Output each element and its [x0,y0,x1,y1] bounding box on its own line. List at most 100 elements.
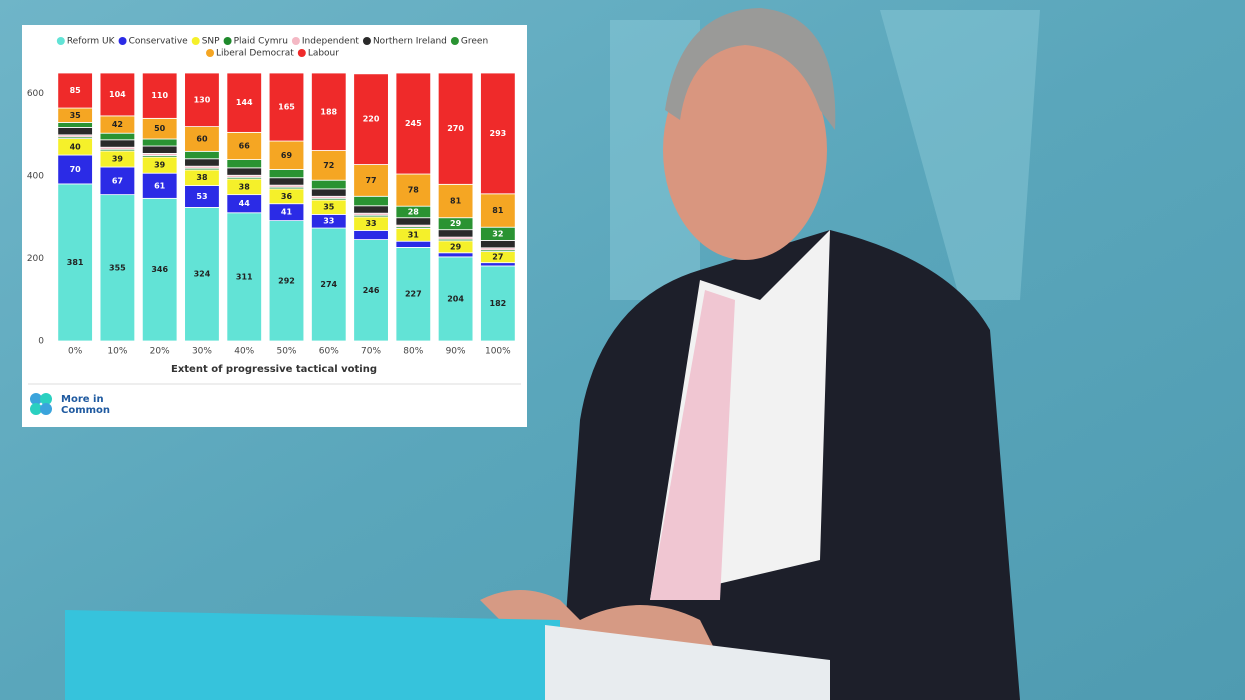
data-label: 35 [323,203,335,212]
data-label: 188 [320,107,337,116]
data-label: 81 [450,197,462,206]
logo-petal [40,403,52,415]
legend-label: Labour [308,49,339,59]
bar-segment [268,220,305,342]
legend-swatch [450,37,459,45]
data-label: 33 [365,219,376,228]
data-label: 245 [405,119,422,128]
data-label: 346 [151,265,168,274]
bar-segment [480,262,516,267]
legend-label: Plaid Cymru [234,37,288,47]
x-axis-title: Extent of progressive tactical voting [171,364,377,375]
chart: Extent of progressive tactical voting Mo… [22,25,527,427]
bar-segment [311,188,347,197]
x-tick-label: 70% [361,347,381,357]
bar-segment [226,212,262,342]
data-label: 39 [154,161,166,170]
head [663,40,827,260]
logo [30,393,52,415]
data-label: 144 [236,98,253,107]
bar-segment [268,169,305,179]
bar-segment [226,131,262,160]
data-label: 182 [490,299,507,308]
data-label: 270 [447,124,464,133]
x-tick-label: 100% [485,347,511,357]
data-label: 60 [196,134,208,143]
bar-segment [141,145,178,154]
bar-segment [184,158,220,167]
legend-label: Northern Ireland [373,37,447,47]
data-label: 61 [154,181,166,190]
data-label: 53 [196,192,207,201]
data-label: 204 [447,294,464,303]
bar-segment [268,177,305,186]
bar-segment [353,230,389,240]
data-label: 81 [492,206,504,215]
data-label: 274 [320,280,337,289]
x-tick-label: 80% [403,347,423,357]
data-label: 72 [323,161,334,170]
bar-segment [437,252,474,258]
y-tick-label: 200 [27,254,44,264]
x-tick-label: 10% [107,347,127,357]
bar-segment [226,167,262,176]
data-label: 355 [109,263,126,272]
legend-swatch [118,37,127,45]
bar-segment [311,150,347,181]
legend-swatch [206,49,215,57]
data-label: 110 [151,91,168,100]
data-label: 246 [363,286,380,295]
data-label: 165 [278,103,295,112]
x-tick-label: 30% [192,347,212,357]
backdrop-letters [610,10,1040,300]
bar-segment [353,164,389,197]
legend-swatch [297,49,306,57]
bar-segment [226,72,262,133]
x-tick-label: 0% [68,347,83,357]
bar-segment [480,239,516,249]
bar-segment [57,122,93,128]
podium [65,610,560,700]
bar-segment [99,132,136,141]
data-label: 293 [490,129,507,138]
bar-segment [268,72,305,142]
bar-segment [141,138,178,147]
bar-segment [353,73,389,165]
bar-segment [184,150,220,160]
bar-segment [184,72,220,127]
data-label: 78 [408,186,420,195]
data-label: 381 [67,258,84,267]
data-label: 66 [239,141,251,150]
data-label: 70 [70,165,82,174]
y-tick-label: 0 [38,337,44,347]
bar-segment [437,229,474,238]
bar-segment [141,72,178,119]
bar-segment [57,154,93,185]
x-tick-label: 60% [319,347,339,357]
data-label: 69 [281,151,293,160]
legend-row: Liberal Democrat Labour [206,49,339,59]
bar-segment [437,72,474,185]
bar-segment [395,217,432,226]
logo-petal [30,393,42,405]
legend-swatch [291,37,300,45]
legend-row: Reform UK Conservative SNP Plaid Cymru Indep… [56,37,488,47]
data-label: 311 [236,272,253,281]
bar-segment [353,239,389,342]
legend-label: Reform UK [67,37,116,47]
data-label: 31 [408,230,420,239]
data-label: 85 [70,86,82,95]
data-label: 27 [492,253,503,262]
y-tick-label: 600 [27,89,44,99]
data-label: 227 [405,290,422,299]
legend-label: SNP [202,37,220,47]
bar-segment [184,126,220,152]
data-label: 130 [194,95,211,104]
bar-segment [226,159,262,169]
data-label: 292 [278,276,295,285]
legend-swatch [56,37,65,45]
data-label: 33 [323,217,334,226]
data-label: 35 [70,111,82,120]
data-label: 104 [109,90,126,99]
